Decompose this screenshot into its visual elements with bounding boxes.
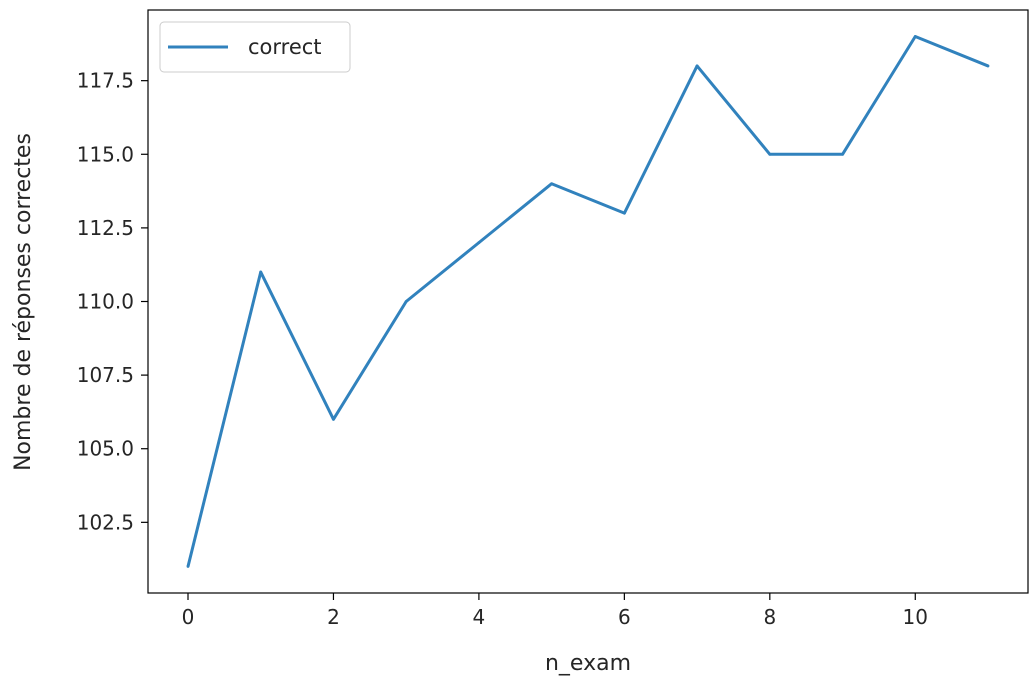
y-tick-label: 102.5 xyxy=(77,510,134,534)
y-tick-label: 105.0 xyxy=(77,437,134,461)
legend-box xyxy=(159,21,351,73)
data-point-6 xyxy=(622,211,626,215)
plot-frame xyxy=(147,9,1029,594)
x-tick-label: 6 xyxy=(618,605,631,629)
data-point-8 xyxy=(768,152,772,156)
data-point-5 xyxy=(550,182,554,186)
data-point-9 xyxy=(841,152,844,156)
data-point-4 xyxy=(477,241,481,245)
x-tick-label: 8 xyxy=(763,605,776,629)
data-point-3 xyxy=(404,300,408,303)
x-tick-label: 4 xyxy=(473,605,486,629)
y-tick-label: 115.0 xyxy=(77,142,134,166)
x-tick-label: 10 xyxy=(903,605,928,629)
y-tick-label: 112.5 xyxy=(77,216,134,240)
data-point-7 xyxy=(695,64,699,68)
y-axis-label: Nombre de réponses correctes xyxy=(11,133,36,471)
y-tick-label: 110.0 xyxy=(77,290,134,314)
x-tick-label: 0 xyxy=(182,605,195,629)
series-line-correct xyxy=(186,35,989,567)
y-tick-label: 107.5 xyxy=(77,363,134,387)
x-axis-label: n_exam xyxy=(545,651,631,676)
data-point-11 xyxy=(986,64,990,68)
plot-area xyxy=(148,10,1028,593)
legend-label: correct xyxy=(248,35,322,59)
data-point-2 xyxy=(332,417,335,421)
data-point-0 xyxy=(186,565,190,568)
legend: correct xyxy=(159,21,351,73)
data-point-1 xyxy=(259,270,263,274)
y-tick-label: 117.5 xyxy=(77,69,134,93)
series-layer xyxy=(186,35,990,568)
ticks-layer: 0 2 4 6 8 10 102.5 105.0 107.5 110.0 112.5 115.0 117… xyxy=(77,69,928,629)
x-tick-label: 2 xyxy=(327,605,340,629)
data-point-10 xyxy=(913,35,917,38)
